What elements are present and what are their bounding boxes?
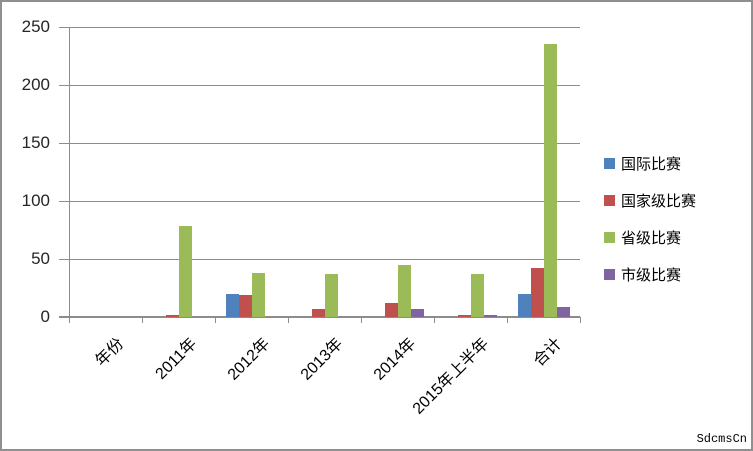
x-axis-category-label: 合计 [530, 335, 565, 370]
legend-swatch-icon [604, 195, 615, 206]
legend: 国际比赛国家级比赛省级比赛市级比赛 [604, 152, 696, 300]
y-axis-line [69, 26, 70, 317]
legend-item-国际比赛: 国际比赛 [604, 152, 696, 175]
x-axis-tick [507, 317, 508, 323]
legend-swatch-icon [604, 232, 615, 243]
bar-国际比赛-2012年 [225, 294, 239, 317]
legend-label: 市级比赛 [621, 267, 682, 284]
legend-label: 国际比赛 [621, 156, 682, 173]
y-axis-tick-label: 100 [21, 190, 50, 210]
watermark: SdcmsCn [696, 432, 747, 446]
legend-swatch-icon [604, 269, 615, 280]
y-axis-tick-label: 250 [21, 16, 50, 36]
bar-国家级比赛-合计 [530, 268, 544, 317]
x-axis-line [59, 316, 580, 318]
bar-市级比赛-2015年上半年 [483, 315, 497, 317]
bar-国家级比赛-2011年 [165, 315, 179, 317]
bar-省级比赛-合计 [543, 44, 557, 317]
x-axis-tick [361, 317, 362, 323]
legend-item-国家级比赛: 国家级比赛 [604, 189, 696, 212]
x-axis-category-label: 年份 [92, 335, 127, 370]
bar-国际比赛-合计 [517, 294, 531, 317]
gridline [59, 84, 580, 86]
legend-item-省级比赛: 省级比赛 [604, 226, 696, 249]
x-axis-tick [215, 317, 216, 323]
x-axis-category-label: 2014年 [370, 335, 419, 384]
y-axis-tick-label: 150 [21, 132, 50, 152]
x-axis-category-label: 2011年 [152, 335, 200, 383]
x-axis-category-label: 2015年上半年 [409, 335, 492, 418]
x-axis-category-label: 2012年 [224, 335, 273, 384]
legend-label: 国家级比赛 [621, 193, 697, 210]
bar-省级比赛-2012年 [251, 273, 265, 317]
legend-swatch-icon [604, 158, 615, 169]
x-axis-category-label: 2013年 [297, 335, 346, 384]
bar-国家级比赛-2014年 [384, 303, 398, 317]
bar-省级比赛-2011年 [178, 226, 192, 317]
y-axis-tick-label: 50 [31, 248, 50, 268]
bar-省级比赛-2014年 [397, 265, 411, 317]
bar-国家级比赛-2015年上半年 [457, 315, 471, 317]
bar-国家级比赛-2013年 [311, 309, 325, 317]
gridline [59, 142, 580, 144]
bar-国家级比赛-2012年 [238, 295, 252, 317]
legend-label: 省级比赛 [621, 230, 682, 247]
legend-item-市级比赛: 市级比赛 [604, 263, 696, 286]
x-axis-tick [142, 317, 143, 323]
x-axis-tick [288, 317, 289, 323]
x-axis-tick [580, 317, 581, 323]
x-axis-tick [434, 317, 435, 323]
bar-市级比赛-2014年 [410, 309, 424, 317]
y-axis-tick-label: 0 [40, 307, 50, 326]
x-axis-tick [69, 317, 70, 323]
gridline [59, 258, 580, 260]
bar-市级比赛-合计 [556, 307, 570, 317]
bar-省级比赛-2013年 [324, 274, 338, 317]
gridline [59, 26, 580, 28]
gridline [59, 200, 580, 202]
y-axis-tick-label: 200 [21, 74, 50, 94]
bar-省级比赛-2015年上半年 [470, 274, 484, 317]
